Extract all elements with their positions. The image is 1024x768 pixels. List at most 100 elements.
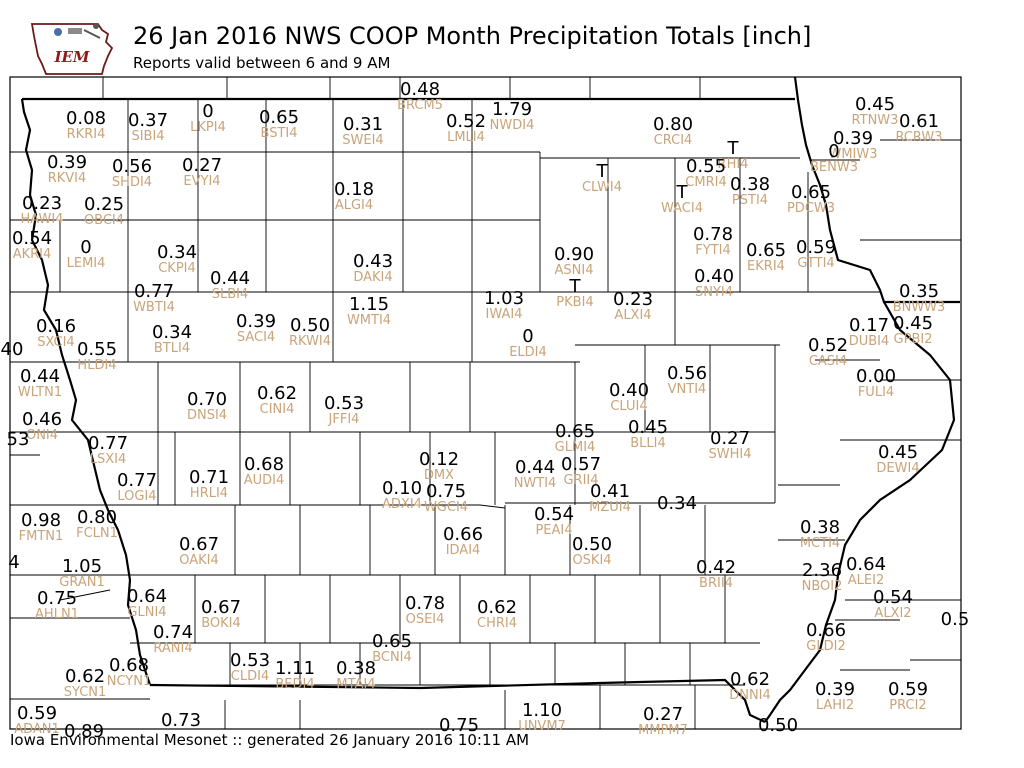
station-value: 0.89 — [64, 721, 104, 742]
station-id: CINI4 — [260, 402, 295, 417]
station-value: 0.34 — [157, 242, 197, 263]
station-id: FULI4 — [858, 385, 894, 400]
station-value: 0.75 — [37, 588, 77, 609]
station-value: 0.38 — [800, 517, 840, 538]
station-id: SIBI4 — [131, 129, 164, 144]
station-id: RKWI4 — [289, 334, 331, 349]
station-mo075: 0.75 — [439, 715, 479, 736]
station-value: 0.77 — [117, 470, 157, 491]
station-id: ALEI2 — [848, 573, 884, 588]
station-value: T — [596, 161, 609, 182]
station-id: AUDI4 — [244, 473, 285, 488]
station-value: 0.18 — [334, 179, 374, 200]
station-id: DUBI4 — [849, 334, 890, 349]
station-value: T — [569, 276, 582, 297]
station-value: 0.61 — [899, 111, 939, 132]
station-id: CLDI4 — [231, 669, 269, 684]
station-value: 0.77 — [88, 433, 128, 454]
station-value: 0.55 — [77, 339, 117, 360]
station-ne53: 53 — [7, 429, 30, 450]
station-value: 0.38 — [336, 658, 376, 679]
station-id: ALXI4 — [614, 308, 651, 323]
station-id: NCYN1 — [107, 674, 152, 689]
station-id: DMX — [424, 468, 454, 483]
station-ne089: 0.89 — [64, 721, 104, 742]
station-ne4: 4 — [8, 552, 19, 573]
station-id: ONI4 — [26, 428, 58, 443]
station-value: 0 — [828, 141, 839, 162]
station-id: WGCI4 — [424, 500, 468, 515]
station-value: 0.68 — [244, 454, 284, 475]
station-value: 0 — [80, 237, 91, 258]
station-value: 0.31 — [343, 114, 383, 135]
station-id: CLWI4 — [582, 180, 622, 195]
station-id: NWTI4 — [514, 476, 557, 491]
station-value: 0.37 — [128, 110, 168, 131]
station-id: DEWI4 — [876, 461, 919, 476]
page-title: 26 Jan 2016 NWS COOP Month Precipitation… — [133, 22, 812, 50]
station-id: SLBI4 — [212, 287, 249, 302]
station-id: MTAI4 — [336, 677, 375, 692]
station-id: OBCI4 — [84, 213, 124, 228]
station-id: LMLI4 — [447, 130, 485, 145]
station-value: 1.79 — [492, 99, 532, 120]
station-value: 0.90 — [554, 244, 594, 265]
station-value: 0.34 — [152, 322, 192, 343]
station-value: 0.45 — [878, 442, 918, 463]
station-value: 0.73 — [161, 710, 201, 731]
station-id: PDCW3 — [787, 201, 835, 216]
station-id: BENW3 — [810, 160, 858, 175]
station-id: GPBI2 — [894, 332, 933, 347]
station-value: 0.42 — [696, 557, 736, 578]
station-id: RANI4 — [153, 641, 192, 656]
station-id: FMTN1 — [19, 529, 64, 544]
station-value: 0.80 — [653, 114, 693, 135]
station-value: 0.67 — [201, 597, 241, 618]
station-id: CKPI4 — [158, 261, 196, 276]
station-id: DNNI4 — [729, 688, 771, 703]
station-value: 1.15 — [349, 294, 389, 315]
station-id: HLDI4 — [77, 358, 116, 373]
station-value: 0.64 — [846, 554, 886, 575]
station-value: 0 — [522, 326, 533, 347]
station-value: 0.45 — [893, 313, 933, 334]
station-value: 0.23 — [613, 289, 653, 310]
station-value: 0.65 — [372, 631, 412, 652]
station-value: 0.40 — [694, 266, 734, 287]
station-value: 0.50 — [290, 315, 330, 336]
station-value: 0.74 — [153, 622, 193, 643]
